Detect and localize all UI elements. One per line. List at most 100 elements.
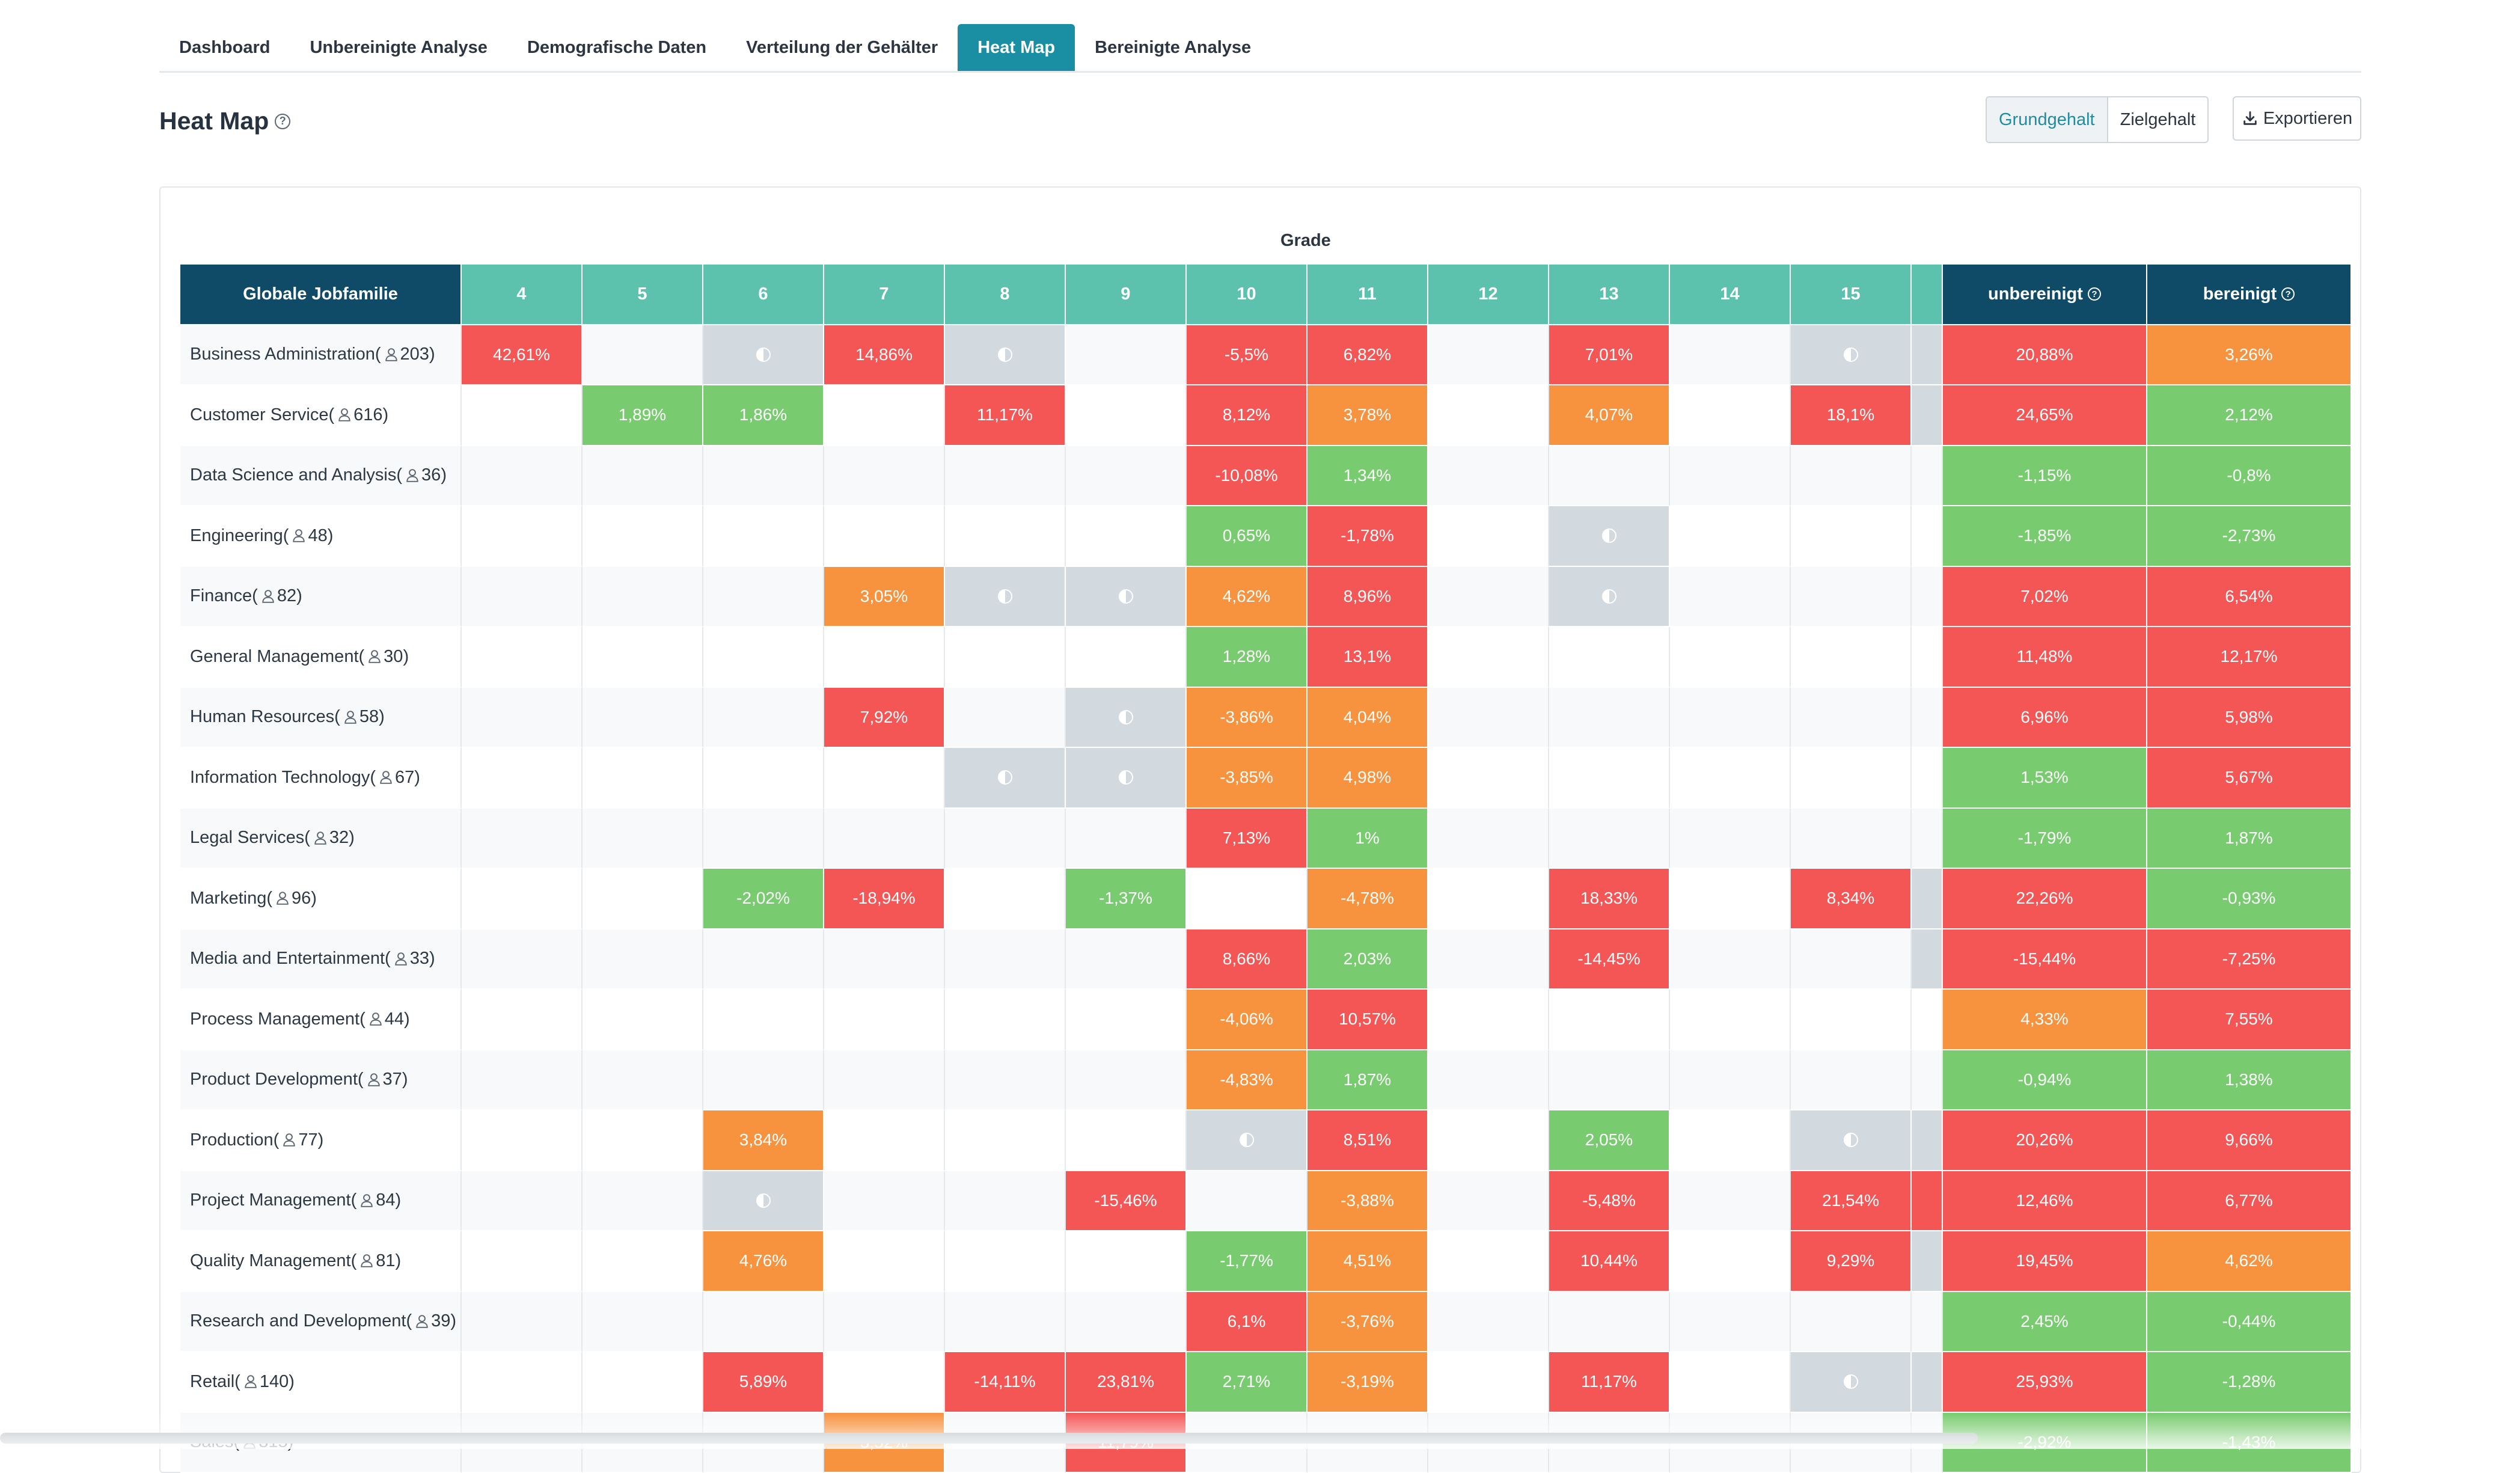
heatmap-cell[interactable]: -14,11% <box>945 1352 1066 1413</box>
heatmap-cell[interactable]: -3,76% <box>1307 1292 1428 1353</box>
bereinigt-cell[interactable]: 5,98% <box>2147 688 2352 749</box>
heatmap-cell-insufficient[interactable] <box>1066 567 1187 628</box>
heatmap-cell[interactable]: -15,46% <box>1066 1171 1187 1232</box>
unbereinigt-cell[interactable]: -1,15% <box>1943 446 2147 507</box>
heatmap-cell[interactable]: 4,62% <box>1187 567 1307 628</box>
heatmap-cell[interactable]: 1,34% <box>1307 446 1428 507</box>
heatmap-cell[interactable]: 9,29% <box>1791 1231 1912 1292</box>
unbereinigt-cell[interactable]: 2,45% <box>1943 1292 2147 1353</box>
heatmap-cell-insufficient[interactable] <box>1791 1352 1912 1413</box>
unbereinigt-cell[interactable]: 1,53% <box>1943 748 2147 809</box>
unbereinigt-cell[interactable]: 19,45% <box>1943 1231 2147 1292</box>
bereinigt-cell[interactable]: 2,12% <box>2147 385 2352 446</box>
heatmap-cell[interactable]: 18,1% <box>1791 385 1912 446</box>
heatmap-cell-insufficient[interactable] <box>1791 325 1912 386</box>
heatmap-cell[interactable]: 11,17% <box>945 385 1066 446</box>
bereinigt-cell[interactable]: -1,43% <box>2147 1413 2352 1473</box>
column-header-bereinigt[interactable]: bereinigt? <box>2147 265 2352 325</box>
unbereinigt-cell[interactable]: 7,02% <box>1943 567 2147 628</box>
bereinigt-cell[interactable]: 3,26% <box>2147 325 2352 386</box>
heatmap-cell[interactable]: 10,44% <box>1549 1231 1670 1292</box>
bereinigt-cell[interactable]: -0,8% <box>2147 446 2352 507</box>
unbereinigt-cell[interactable]: 6,96% <box>1943 688 2147 749</box>
help-icon[interactable]: ? <box>2088 287 2101 301</box>
heatmap-cell[interactable]: 2,03% <box>1307 929 1428 990</box>
column-header-grade[interactable]: 13 <box>1549 265 1670 325</box>
column-header-grade[interactable]: 6 <box>703 265 824 325</box>
heatmap-cell-insufficient[interactable] <box>1549 506 1670 567</box>
tab-verteilung-der-gehaelter[interactable]: Verteilung der Gehälter <box>726 24 958 71</box>
horizontal-scrollbar[interactable] <box>0 1433 1978 1444</box>
bereinigt-cell[interactable]: 6,77% <box>2147 1171 2352 1232</box>
bereinigt-cell[interactable]: 4,62% <box>2147 1231 2352 1292</box>
heatmap-cell[interactable]: -3,85% <box>1187 748 1307 809</box>
heatmap-cell[interactable]: 8,96% <box>1307 567 1428 628</box>
heatmap-cell[interactable]: 13,1% <box>1307 627 1428 688</box>
bereinigt-cell[interactable]: -2,73% <box>2147 506 2352 567</box>
bereinigt-cell[interactable]: 1,38% <box>2147 1050 2352 1111</box>
heatmap-cell[interactable]: -2,02% <box>703 869 824 929</box>
bereinigt-cell[interactable]: 1,87% <box>2147 809 2352 869</box>
heatmap-cell[interactable]: 4,76% <box>703 1231 824 1292</box>
heatmap-cell[interactable]: -3,86% <box>1187 688 1307 749</box>
heatmap-cell[interactable]: 11,17% <box>1549 1352 1670 1413</box>
heatmap-cell[interactable]: -3,19% <box>1307 1352 1428 1413</box>
heatmap-cell[interactable]: 4,51% <box>1307 1231 1428 1292</box>
heatmap-cell[interactable]: -1,77% <box>1187 1231 1307 1292</box>
heatmap-cell[interactable]: 4,98% <box>1307 748 1428 809</box>
column-header-grade[interactable]: 10 <box>1187 265 1307 325</box>
heatmap-cell-insufficient[interactable] <box>703 1171 824 1232</box>
heatmap-cell[interactable]: 1,86% <box>703 385 824 446</box>
column-header-unbereinigt[interactable]: unbereinigt? <box>1943 265 2147 325</box>
bereinigt-cell[interactable]: -1,28% <box>2147 1352 2352 1413</box>
heatmap-cell[interactable]: -4,83% <box>1187 1050 1307 1111</box>
heatmap-cell[interactable]: 14,86% <box>824 325 945 386</box>
heatmap-cell[interactable]: -3,88% <box>1307 1171 1428 1232</box>
unbereinigt-cell[interactable]: 12,46% <box>1943 1171 2147 1232</box>
heatmap-cell[interactable]: 6,1% <box>1187 1292 1307 1353</box>
heatmap-cell[interactable]: 2,71% <box>1187 1352 1307 1413</box>
tab-demografische-daten[interactable]: Demografische Daten <box>507 24 726 71</box>
tab-dashboard[interactable]: Dashboard <box>159 24 290 71</box>
heatmap-cell[interactable]: 21,54% <box>1791 1171 1912 1232</box>
heatmap-cell[interactable]: 8,12% <box>1187 385 1307 446</box>
heatmap-cell[interactable]: -4,78% <box>1307 869 1428 929</box>
heatmap-cell[interactable]: -5,48% <box>1549 1171 1670 1232</box>
unbereinigt-cell[interactable]: 20,26% <box>1943 1110 2147 1171</box>
column-header-grade[interactable]: 14 <box>1670 265 1791 325</box>
heatmap-cell[interactable]: -4,06% <box>1187 990 1307 1050</box>
heatmap-cell[interactable]: 1,89% <box>583 385 703 446</box>
bereinigt-cell[interactable]: -7,25% <box>2147 929 2352 990</box>
heatmap-cell[interactable]: 3,05% <box>824 567 945 628</box>
heatmap-cell[interactable]: 18,33% <box>1549 869 1670 929</box>
export-button[interactable]: Exportieren <box>2233 96 2361 141</box>
heatmap-cell-insufficient[interactable] <box>1187 1110 1307 1171</box>
heatmap-cell[interactable]: 0,65% <box>1187 506 1307 567</box>
heatmap-cell-insufficient[interactable] <box>945 567 1066 628</box>
heatmap-cell[interactable]: 10,57% <box>1307 990 1428 1050</box>
help-icon[interactable]: ? <box>2281 287 2295 301</box>
bereinigt-cell[interactable]: -0,93% <box>2147 869 2352 929</box>
heatmap-cell[interactable]: 3,84% <box>703 1110 824 1171</box>
heatmap-cell[interactable]: 2,05% <box>1549 1110 1670 1171</box>
heatmap-cell[interactable]: 8,34% <box>1791 869 1912 929</box>
heatmap-cell-insufficient[interactable] <box>1066 748 1187 809</box>
heatmap-cell[interactable]: -1,37% <box>1066 869 1187 929</box>
unbereinigt-cell[interactable]: -0,94% <box>1943 1050 2147 1111</box>
heatmap-cell-insufficient[interactable] <box>1066 688 1187 749</box>
heatmap-cell-insufficient[interactable] <box>1791 1110 1912 1171</box>
heatmap-cell[interactable]: 8,51% <box>1307 1110 1428 1171</box>
heatmap-cell[interactable]: 4,04% <box>1307 688 1428 749</box>
unbereinigt-cell[interactable]: -15,44% <box>1943 929 2147 990</box>
bereinigt-cell[interactable]: 5,67% <box>2147 748 2352 809</box>
bereinigt-cell[interactable]: -0,44% <box>2147 1292 2352 1353</box>
column-header-grade[interactable]: 7 <box>824 265 945 325</box>
column-header-grade[interactable]: 11 <box>1307 265 1428 325</box>
heatmap-cell[interactable]: 6,82% <box>1307 325 1428 386</box>
unbereinigt-cell[interactable]: -1,79% <box>1943 809 2147 869</box>
heatmap-cell-insufficient[interactable] <box>945 325 1066 386</box>
tab-bereinigte-analyse[interactable]: Bereinigte Analyse <box>1075 24 1271 71</box>
heatmap-cell[interactable]: 7,92% <box>824 688 945 749</box>
heatmap-cell[interactable]: 1,28% <box>1187 627 1307 688</box>
unbereinigt-cell[interactable]: -1,85% <box>1943 506 2147 567</box>
